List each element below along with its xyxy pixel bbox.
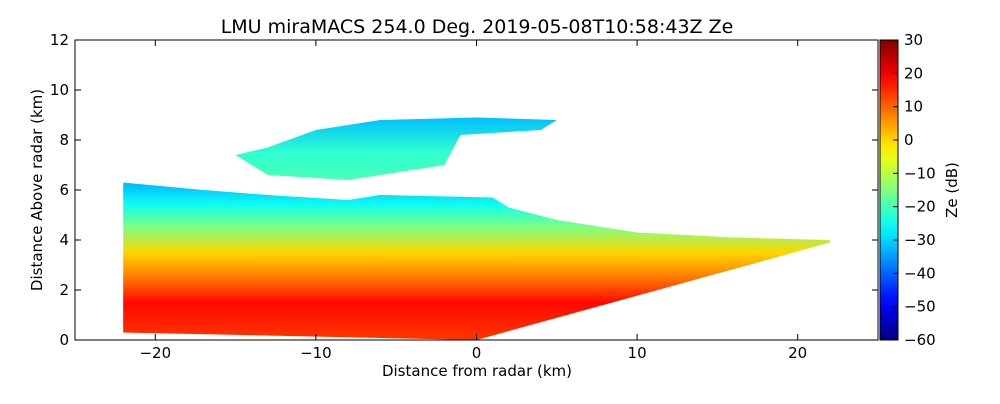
colorbar (879, 39, 899, 341)
y-tick-label: 12 (50, 31, 69, 49)
y-tick-label: 0 (59, 331, 69, 349)
colorbar-tick-label: 0 (904, 131, 914, 149)
colorbar-tick-label: 10 (904, 98, 923, 116)
colorbar-tick-label: −10 (904, 164, 936, 182)
y-tick-label: 4 (59, 231, 69, 249)
x-tick-label: −10 (300, 344, 332, 362)
y-tick-label: 2 (59, 281, 69, 299)
y-tick-label: 10 (50, 81, 69, 99)
colorbar-tick-label: −60 (904, 331, 936, 349)
colorbar-label: Ze (dB) (943, 162, 961, 218)
colorbar-tick-label: −40 (904, 264, 936, 282)
colorbar-tick-label: −50 (904, 298, 936, 316)
x-tick-label: 10 (628, 344, 647, 362)
colorbar-tick-label: 20 (904, 64, 923, 82)
colorbar-tick-label: 30 (904, 31, 923, 49)
plot-area (123, 117, 830, 340)
x-axis-label: Distance from radar (km) (382, 362, 572, 380)
chart-title: LMU miraMACS 254.0 Deg. 2019-05-08T10:58… (221, 16, 734, 38)
y-tick-label: 6 (59, 181, 69, 199)
echo-upper-cloud-layer (235, 117, 557, 180)
colorbar-tick-label: −30 (904, 231, 936, 249)
y-tick-label: 8 (59, 131, 69, 149)
echo-lower-precipitating-layer (123, 182, 830, 340)
x-tick-label: −20 (139, 344, 171, 362)
colorbar-tick-label: −20 (904, 198, 936, 216)
x-tick-label: 0 (472, 344, 482, 362)
y-axis-label: Distance Above radar (km) (28, 89, 46, 291)
x-tick-label: 20 (788, 344, 807, 362)
